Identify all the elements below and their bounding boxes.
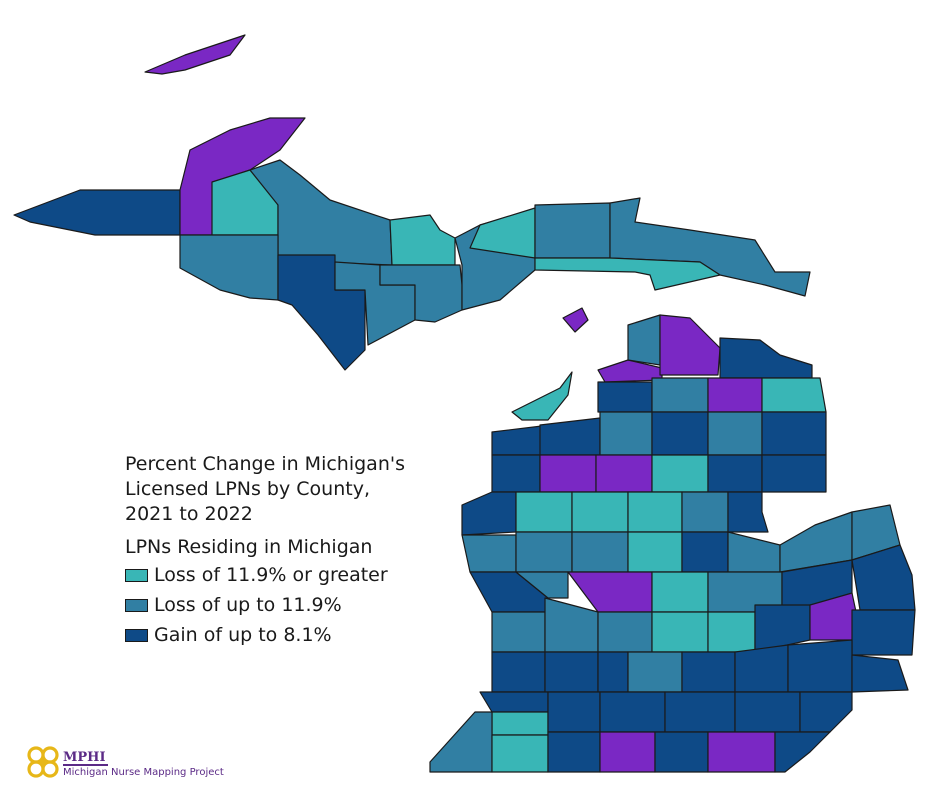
legend-subtitle: LPNs Residing in Michigan xyxy=(125,536,373,558)
legend-swatch-loss-large xyxy=(125,568,148,582)
county-69 xyxy=(597,651,629,693)
county-21 xyxy=(719,337,813,379)
county-45 xyxy=(515,531,573,573)
mphi-logo-icon xyxy=(27,746,59,778)
county-83 xyxy=(491,734,549,773)
county-15 xyxy=(144,34,246,75)
county-67 xyxy=(491,651,546,693)
county-24 xyxy=(707,377,763,413)
county-55 xyxy=(651,571,709,613)
legend-item-loss-large: Loss of 11.9% or greater xyxy=(125,560,405,590)
county-59 xyxy=(491,611,546,653)
legend-title-line-2: Licensed LPNs by County, xyxy=(125,478,370,500)
county-54 xyxy=(567,571,653,613)
county-20 xyxy=(659,314,721,376)
county-72 xyxy=(734,644,789,693)
county-12 xyxy=(534,202,611,259)
county-77 xyxy=(547,691,601,733)
county-63 xyxy=(707,611,756,653)
county-29 xyxy=(651,411,709,456)
county-46 xyxy=(571,531,629,573)
legend-item-loss-small: Loss of up to 11.9% xyxy=(125,590,405,620)
county-40 xyxy=(571,491,629,533)
mphi-logo-text: MPHI Michigan Nurse Mapping Project xyxy=(63,746,224,779)
county-polygons xyxy=(13,34,916,773)
county-80 xyxy=(734,691,801,733)
county-82 xyxy=(429,711,493,773)
county-36 xyxy=(707,454,763,493)
county-68 xyxy=(544,651,599,693)
county-27 xyxy=(539,417,601,456)
county-31 xyxy=(761,411,827,456)
legend-title: Percent Change in Michigan's Licensed LP… xyxy=(125,452,405,527)
county-73 xyxy=(787,639,853,693)
county-78 xyxy=(599,691,666,733)
county-23 xyxy=(651,377,709,413)
county-87 xyxy=(707,731,776,773)
county-1 xyxy=(13,189,181,236)
county-86 xyxy=(654,731,709,773)
legend: Percent Change in Michigan's Licensed LP… xyxy=(125,452,405,650)
county-34 xyxy=(595,454,653,493)
county-60 xyxy=(544,597,599,653)
county-39 xyxy=(515,491,573,533)
county-5 xyxy=(179,234,279,301)
mphi-logo: MPHI Michigan Nurse Mapping Project xyxy=(25,744,224,780)
legend-title-line-1: Percent Change in Michigan's xyxy=(125,453,405,475)
county-41 xyxy=(627,491,683,533)
county-76 xyxy=(491,711,549,736)
county-84 xyxy=(547,731,601,773)
county-44 xyxy=(461,534,517,573)
mphi-logo-name: MPHI xyxy=(63,750,108,766)
county-9 xyxy=(379,264,463,323)
mphi-project-name: Michigan Nurse Mapping Project xyxy=(63,767,224,778)
county-35 xyxy=(651,454,709,493)
county-88 xyxy=(774,731,831,773)
county-58 xyxy=(851,544,916,611)
county-25 xyxy=(761,377,827,413)
county-66 xyxy=(851,609,916,656)
county-75 xyxy=(479,691,549,713)
county-47 xyxy=(627,531,683,573)
county-62 xyxy=(651,611,709,653)
county-61 xyxy=(597,611,653,653)
county-32 xyxy=(491,454,541,493)
county-49 xyxy=(727,531,781,573)
county-74 xyxy=(851,654,909,693)
legend-swatch-gain-small xyxy=(125,628,148,642)
county-33 xyxy=(539,454,597,493)
county-79 xyxy=(664,691,736,733)
county-43 xyxy=(727,491,769,533)
legend-label-gain-small: Gain of up to 8.1% xyxy=(154,624,332,646)
county-17 xyxy=(511,371,573,421)
legend-item-gain-small: Gain of up to 8.1% xyxy=(125,620,405,650)
county-30 xyxy=(707,411,763,456)
county-53 xyxy=(515,571,569,599)
county-28 xyxy=(599,411,653,456)
county-37 xyxy=(761,454,827,493)
legend-label-loss-large: Loss of 11.9% or greater xyxy=(154,564,388,586)
legend-label-loss-small: Loss of up to 11.9% xyxy=(154,594,342,616)
county-14 xyxy=(534,257,721,291)
legend-swatch-loss-small xyxy=(125,598,148,612)
county-48 xyxy=(681,531,729,573)
county-71 xyxy=(681,651,736,693)
county-81 xyxy=(799,691,853,733)
county-42 xyxy=(681,491,729,533)
county-8 xyxy=(389,214,456,266)
county-85 xyxy=(599,731,656,773)
county-13 xyxy=(609,197,811,297)
county-38 xyxy=(461,491,517,536)
county-16 xyxy=(562,307,589,333)
county-70 xyxy=(627,651,683,693)
legend-title-line-3: 2021 to 2022 xyxy=(125,503,253,525)
county-19 xyxy=(627,314,661,366)
county-22 xyxy=(597,381,653,413)
